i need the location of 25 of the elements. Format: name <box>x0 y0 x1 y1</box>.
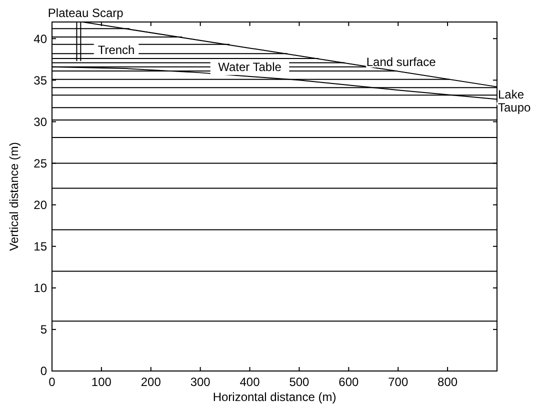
y-tick-label: 25 <box>34 156 48 170</box>
x-tick-label: 800 <box>438 375 458 389</box>
annotation: Land surface <box>366 55 436 70</box>
y-tick-label: 0 <box>40 364 48 378</box>
y-tick-label: 10 <box>34 281 48 296</box>
x-tick-label: 0 <box>48 375 56 389</box>
x-tick-label: 600 <box>338 375 359 389</box>
annotation: Lake Taupo <box>498 87 532 115</box>
y-tick-label: 5 <box>40 322 48 337</box>
y-axis-title: Vertical distance (m) <box>7 142 21 251</box>
annotation: Water Table <box>218 60 282 74</box>
x-tick-label: 200 <box>140 375 162 389</box>
y-tick-label: 30 <box>34 114 48 129</box>
annotation: Trench <box>98 42 135 57</box>
x-tick-label: 100 <box>91 375 112 389</box>
x-tick-label: 500 <box>289 375 310 389</box>
y-tick-label: 40 <box>34 32 48 46</box>
y-tick-label: 20 <box>34 198 48 212</box>
annotation: Plateau Scarp <box>48 6 124 20</box>
x-tick-label: 700 <box>388 375 408 389</box>
x-axis-title: Horizontal distance (m) <box>212 390 336 404</box>
x-tick-label: 400 <box>240 375 260 389</box>
y-tick-label: 35 <box>34 73 48 88</box>
y-tick-label: 15 <box>34 240 48 254</box>
x-tick-label: 300 <box>190 375 211 389</box>
